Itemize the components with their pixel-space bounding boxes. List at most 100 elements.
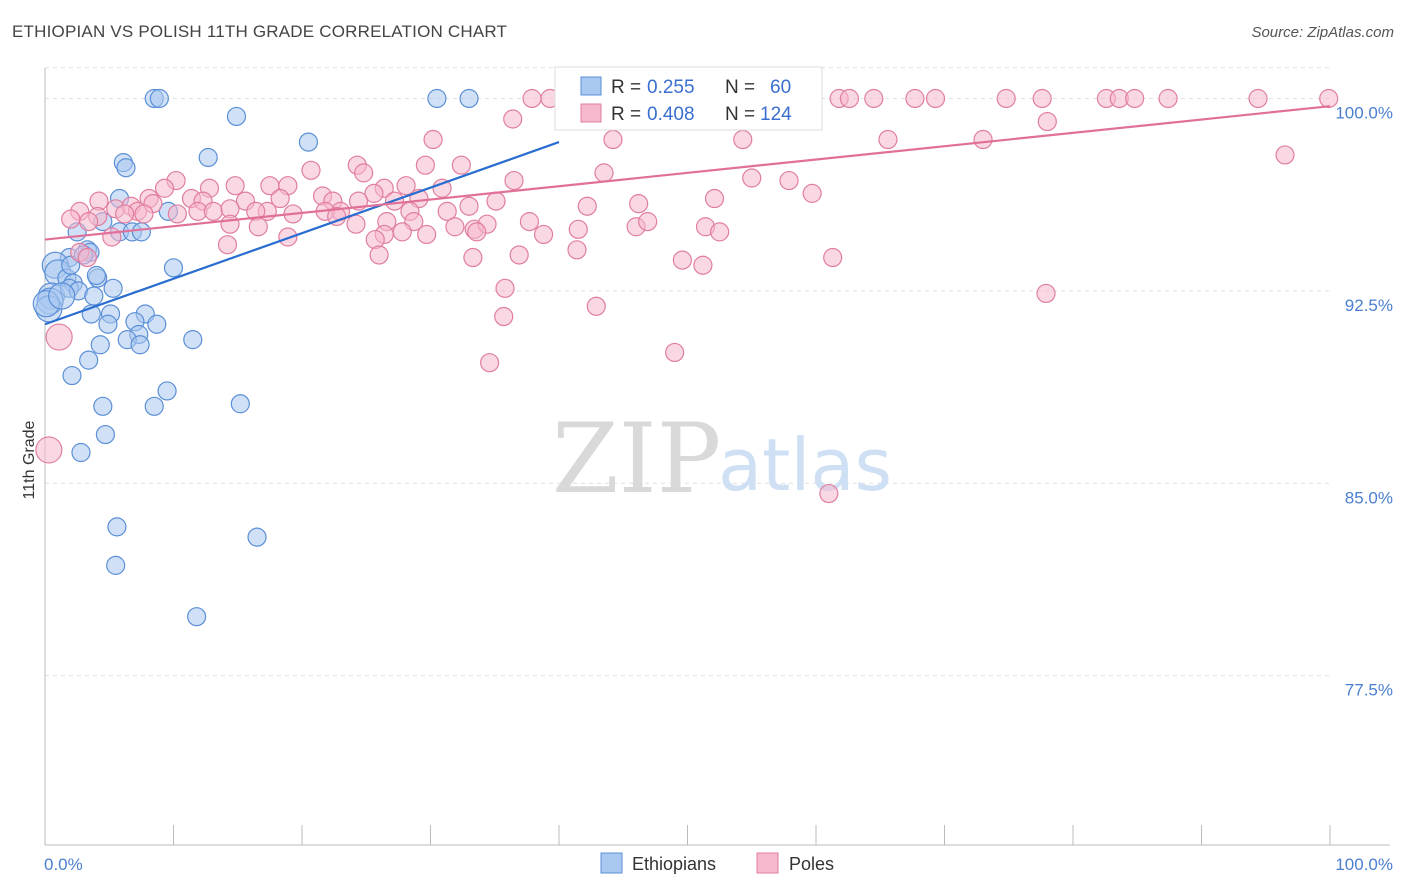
watermark-zip: ZIP xyxy=(552,403,721,515)
ethiopians-point-53 xyxy=(106,555,126,575)
poles-point-109 xyxy=(417,224,437,245)
ethiopians-point-47 xyxy=(144,396,164,416)
poles-point-122 xyxy=(693,255,713,275)
poles-point-17 xyxy=(996,88,1016,109)
poles-point-16 xyxy=(925,88,946,109)
ethiopians-point-50 xyxy=(71,442,91,463)
poles-point-118 xyxy=(463,247,483,268)
poles-point-24 xyxy=(1319,88,1339,109)
ethiopians-point-51 xyxy=(107,517,127,537)
poles-point-30 xyxy=(733,129,753,150)
poles-point-132 xyxy=(35,436,63,464)
poles-point-105 xyxy=(533,224,554,245)
poles-point-41 xyxy=(779,170,799,191)
poles-point-108 xyxy=(392,222,412,242)
poles-point-18 xyxy=(1032,88,1052,109)
ethiopians-point-45 xyxy=(157,381,177,401)
poles-point-28 xyxy=(423,129,443,150)
ethiopians-point-52 xyxy=(247,527,267,547)
ethiopians-point-15 xyxy=(131,222,151,242)
poles-point-126 xyxy=(586,296,606,316)
poles-point-125 xyxy=(495,278,515,298)
poles-point-85 xyxy=(167,204,187,224)
bottom-legend-swatch-poles xyxy=(756,852,779,874)
legend-r-label-poles: R = xyxy=(611,104,641,125)
bottom-legend-ethiopians: Ethiopians xyxy=(632,854,716,874)
ethiopians-point-5 xyxy=(298,132,319,152)
poles-point-104 xyxy=(710,222,730,242)
legend-swatch-ethiopians xyxy=(580,76,602,96)
x-tick-label-1: 100.0% xyxy=(1335,855,1393,874)
poles-point-27 xyxy=(1037,111,1057,132)
poles-point-112 xyxy=(217,235,238,255)
y-tick-label-1: 85.0% xyxy=(1345,488,1393,507)
stats-legend: R = 0.255 N = 60 R = 0.408 N = 124 xyxy=(554,66,823,131)
ethiopians-point-49 xyxy=(95,424,115,445)
poles-point-13 xyxy=(839,88,860,109)
poles-point-128 xyxy=(480,353,500,373)
poles-point-37 xyxy=(354,163,374,183)
poles-point-127 xyxy=(494,306,514,327)
chart-source: Source: ZipAtlas.com xyxy=(1251,24,1394,41)
poles-point-42 xyxy=(301,160,321,180)
watermark-atlas: atlas xyxy=(718,423,892,507)
ethiopians-point-4 xyxy=(226,106,247,127)
x-tick-labels: 0.0% 100.0% xyxy=(44,855,1393,874)
poles-point-130 xyxy=(819,483,839,504)
ethiopians-point-6 xyxy=(198,147,218,168)
poles-point-36 xyxy=(451,155,471,175)
poles-point-89 xyxy=(327,206,347,227)
legend-n-value-ethiopians: 60 xyxy=(770,77,791,98)
ethiopians-point-8 xyxy=(116,158,136,178)
poles-point-116 xyxy=(77,247,98,268)
ethiopians-point-40 xyxy=(90,335,110,355)
poles-point-33 xyxy=(1275,145,1295,165)
poles-point-131 xyxy=(45,323,73,351)
series-ethiopians-points xyxy=(32,88,479,627)
poles-point-23 xyxy=(1248,88,1268,109)
poles-point-49 xyxy=(154,178,175,198)
poles-point-64 xyxy=(486,191,506,211)
watermark: ZIP atlas xyxy=(552,403,892,515)
legend-n-value-poles: 124 xyxy=(760,104,792,125)
ethiopians-point-22 xyxy=(163,258,184,278)
ethiopians-point-29 xyxy=(84,286,104,306)
poles-point-93 xyxy=(220,214,240,234)
poles-point-45 xyxy=(225,176,245,196)
legend-n-label-poles: N = xyxy=(725,104,755,125)
bottom-legend-poles: Poles xyxy=(789,854,834,874)
ethiopians-point-3 xyxy=(459,88,479,109)
poles-point-81 xyxy=(629,194,649,214)
poles-point-121 xyxy=(672,250,692,270)
y-tick-label-3: 100.0% xyxy=(1335,103,1393,122)
poles-point-35 xyxy=(415,155,435,175)
ethiopians-point-59 xyxy=(86,265,107,286)
ethiopians-point-56 xyxy=(48,282,76,310)
ethiopians-point-35 xyxy=(98,314,118,334)
poles-point-32 xyxy=(973,129,993,150)
poles-point-83 xyxy=(115,204,135,224)
y-tick-labels: 77.5% 85.0% 92.5% 100.0% xyxy=(1335,103,1393,699)
poles-point-94 xyxy=(248,217,268,237)
ethiopians-point-48 xyxy=(230,394,250,414)
poles-point-48 xyxy=(396,176,416,196)
poles-point-15 xyxy=(905,88,925,109)
poles-point-120 xyxy=(567,240,587,260)
poles-point-97 xyxy=(445,217,465,237)
poles-point-65 xyxy=(704,188,725,209)
ethiopians-point-37 xyxy=(147,314,167,334)
poles-point-80 xyxy=(577,196,597,216)
series-legend: Ethiopians Poles xyxy=(600,852,834,874)
poles-point-53 xyxy=(270,188,290,209)
poles-point-117 xyxy=(369,245,389,265)
legend-r-label-ethiopians: R = xyxy=(611,77,641,98)
poles-point-79 xyxy=(459,196,479,216)
y-axis-label: 11th Grade xyxy=(21,420,38,499)
y-tick-label-2: 92.5% xyxy=(1345,296,1393,315)
poles-point-52 xyxy=(364,183,384,203)
poles-point-0 xyxy=(522,88,542,109)
chart-title: ETHIOPIAN VS POLISH 11TH GRADE CORRELATI… xyxy=(12,22,508,41)
poles-point-14 xyxy=(864,88,884,109)
poles-point-129 xyxy=(665,342,685,363)
poles-point-91 xyxy=(61,209,81,229)
